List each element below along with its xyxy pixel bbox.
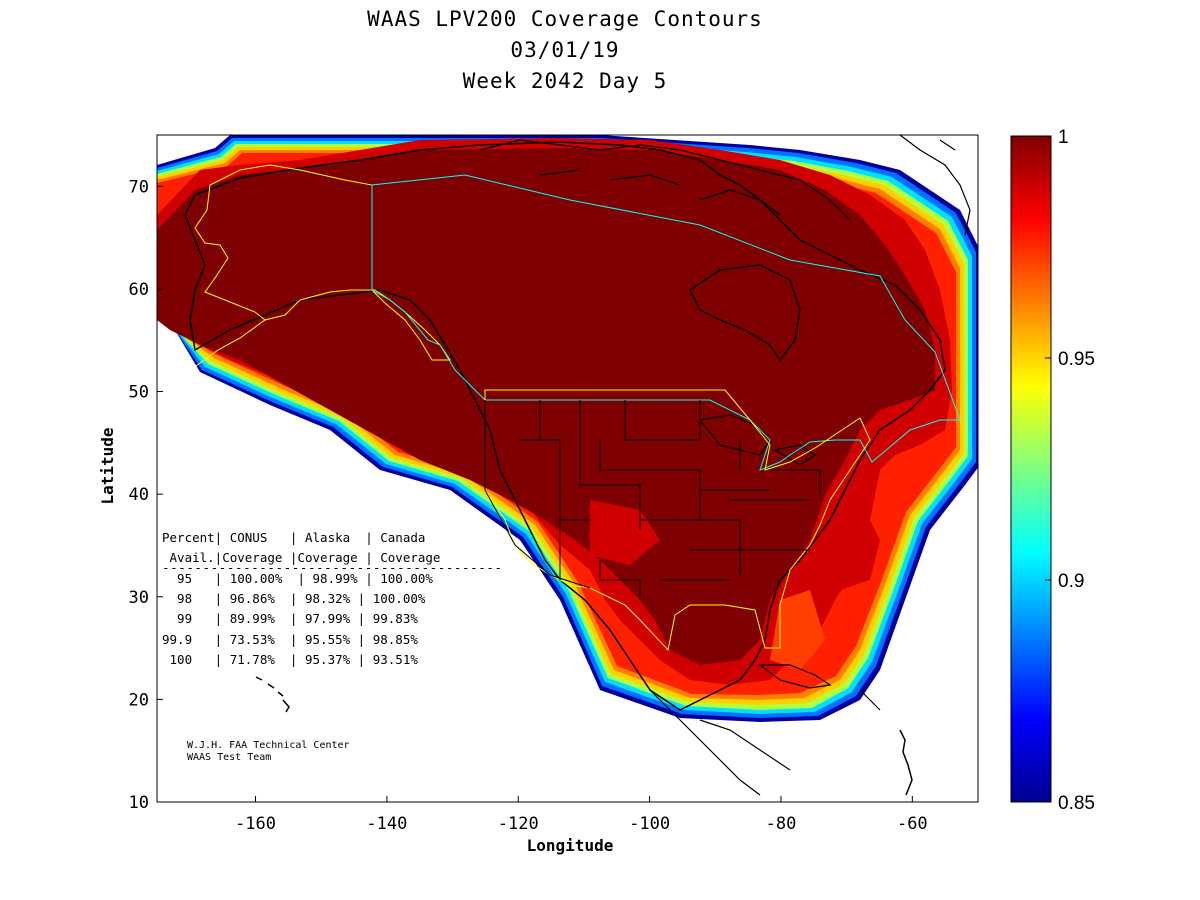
table-row: 99 | 89.99% | 97.99% | 99.83% — [162, 611, 418, 626]
title-line-2: 03/01/19 — [510, 38, 620, 62]
colorbar — [1010, 135, 1052, 803]
x-tick-label: -140 — [366, 814, 407, 834]
credit-line-1: W.J.H. FAA Technical Center — [187, 740, 350, 751]
arctic-islands — [479, 139, 851, 221]
credit-line-2: WAAS Test Team — [187, 752, 271, 763]
hudson-bay-outline — [689, 264, 801, 362]
y-tick-label: 70 — [129, 177, 149, 197]
contour-pocket-atlantic — [815, 500, 880, 590]
coastlines — [184, 135, 971, 796]
y-tick-label: 10 — [129, 793, 149, 813]
y-axis-label: Latitude — [98, 427, 117, 504]
x-axis-ticks: -160 -140 -120 -100 -80 -60 — [235, 796, 928, 834]
x-tick-label: -60 — [897, 814, 928, 834]
north-america-coastline — [184, 141, 946, 711]
table-separator: ----------------------------------------… — [162, 560, 502, 575]
greenland-coastline — [899, 135, 971, 236]
region-boundaries — [194, 164, 961, 652]
colorbar-ticks: 1 0.95 0.9 0.85 — [1045, 127, 1095, 814]
coverage-contours — [157, 135, 978, 722]
table-header-2: Avail.|Coverage |Coverage | Coverage — [162, 550, 440, 565]
colorbar-tick-label: 1 — [1058, 127, 1069, 148]
alaska-boundary — [194, 164, 451, 367]
cuba-outline — [758, 664, 832, 689]
x-tick-label: -100 — [629, 814, 670, 834]
availability-table: Percent| CONUS | Alaska | Canada Avail.|… — [162, 530, 502, 667]
conus-boundary — [484, 389, 871, 652]
table-header-1: Percent| CONUS | Alaska | Canada — [162, 530, 425, 545]
y-axis-ticks: 70 60 50 40 30 20 10 — [129, 177, 163, 813]
table-row: 100 | 71.78% | 95.37% | 93.51% — [162, 652, 418, 667]
conus-states-grid — [484, 400, 821, 600]
caribbean-islands — [899, 729, 913, 796]
great-lakes — [698, 414, 817, 466]
x-tick-label: -120 — [498, 814, 539, 834]
table-row: 98 | 96.86% | 98.32% | 100.00% — [162, 591, 426, 606]
table-row: 95 | 100.00% | 98.99% | 100.00% — [162, 571, 433, 586]
colorbar-tick-label: 0.85 — [1058, 793, 1095, 814]
canada-boundary — [371, 174, 961, 471]
title-line-3: Week 2042 Day 5 — [462, 69, 668, 93]
y-tick-label: 60 — [129, 280, 149, 300]
colorbar-tick-label: 0.95 — [1058, 349, 1095, 370]
x-tick-label: -80 — [766, 814, 797, 834]
y-tick-label: 50 — [129, 383, 149, 403]
contour-pocket-florida — [770, 590, 825, 670]
y-tick-label: 40 — [129, 485, 149, 505]
colorbar-tick-label: 0.9 — [1058, 571, 1084, 592]
title-line-1: WAAS LPV200 Coverage Contours — [367, 7, 763, 31]
central-america-coastline — [649, 689, 881, 796]
table-row: 99.9 | 73.53% | 95.55% | 98.85% — [162, 632, 418, 647]
y-tick-label: 20 — [129, 690, 149, 710]
contour-pocket-southwest — [590, 500, 660, 565]
y-tick-label: 30 — [129, 588, 149, 608]
x-axis-label: Longitude — [527, 836, 614, 855]
hawaii-islands — [255, 676, 290, 713]
x-tick-label: -160 — [235, 814, 276, 834]
map-frame — [156, 134, 979, 803]
